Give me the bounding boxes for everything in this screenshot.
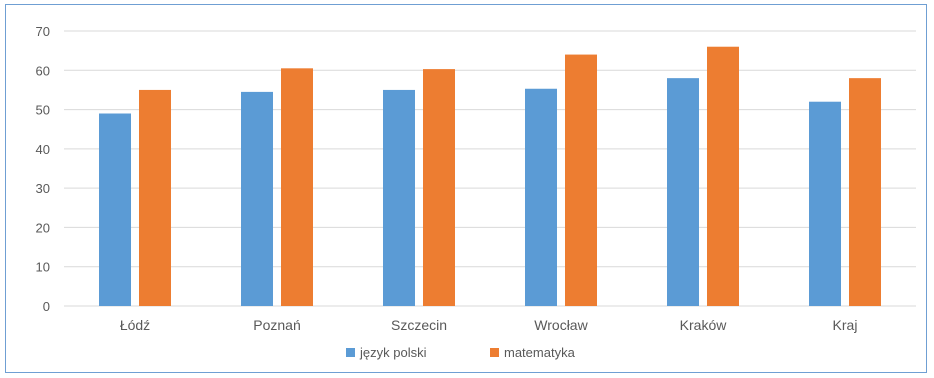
y-tick-label: 20 bbox=[36, 220, 50, 235]
x-tick-label: Kraków bbox=[680, 317, 728, 333]
bar-jezyk-polski-2 bbox=[383, 89, 415, 306]
y-axis-tick-labels: 0 10 20 30 40 50 60 70 bbox=[36, 24, 50, 314]
bar-matematyka-0 bbox=[139, 89, 171, 306]
bar-jezyk-polski-3 bbox=[525, 88, 557, 306]
bar-matematyka-4 bbox=[707, 46, 739, 306]
y-tick-label: 10 bbox=[36, 260, 50, 275]
legend-label: matematyka bbox=[504, 345, 576, 360]
bar-jezyk-polski-5 bbox=[809, 101, 841, 306]
bar-matematyka-5 bbox=[849, 78, 881, 307]
legend-swatch-1 bbox=[490, 348, 499, 357]
x-tick-label: Wrocław bbox=[534, 317, 588, 333]
legend-label: język polski bbox=[359, 345, 427, 360]
legend: język polski matematyka bbox=[346, 345, 576, 360]
y-tick-label: 70 bbox=[36, 24, 50, 39]
bar-jezyk-polski-0 bbox=[99, 113, 131, 306]
y-tick-label: 50 bbox=[36, 103, 50, 118]
y-tick-label: 30 bbox=[36, 181, 50, 196]
bar-matematyka-1 bbox=[281, 68, 313, 306]
bars bbox=[99, 46, 881, 307]
x-tick-label: Łódź bbox=[120, 317, 150, 333]
chart-frame: 0 10 20 30 40 50 60 70 Łódź Poznań Szczecin Wrocła… bbox=[5, 4, 927, 373]
gridlines bbox=[64, 30, 916, 307]
y-tick-label: 0 bbox=[43, 299, 50, 314]
x-axis-tick-labels: Łódź Poznań Szczecin Wrocław Kraków Kraj bbox=[120, 317, 858, 333]
bar-matematyka-3 bbox=[565, 54, 597, 307]
x-tick-label: Kraj bbox=[833, 317, 858, 333]
legend-swatch-0 bbox=[346, 348, 355, 357]
bar-jezyk-polski-4 bbox=[667, 78, 699, 307]
y-tick-label: 40 bbox=[36, 142, 50, 157]
y-tick-label: 60 bbox=[36, 63, 50, 78]
x-tick-label: Szczecin bbox=[391, 317, 447, 333]
bar-matematyka-2 bbox=[423, 69, 455, 306]
bar-jezyk-polski-1 bbox=[241, 91, 273, 307]
bar-chart: 0 10 20 30 40 50 60 70 Łódź Poznań Szczecin Wrocła… bbox=[36, 24, 916, 360]
x-tick-label: Poznań bbox=[253, 317, 300, 333]
